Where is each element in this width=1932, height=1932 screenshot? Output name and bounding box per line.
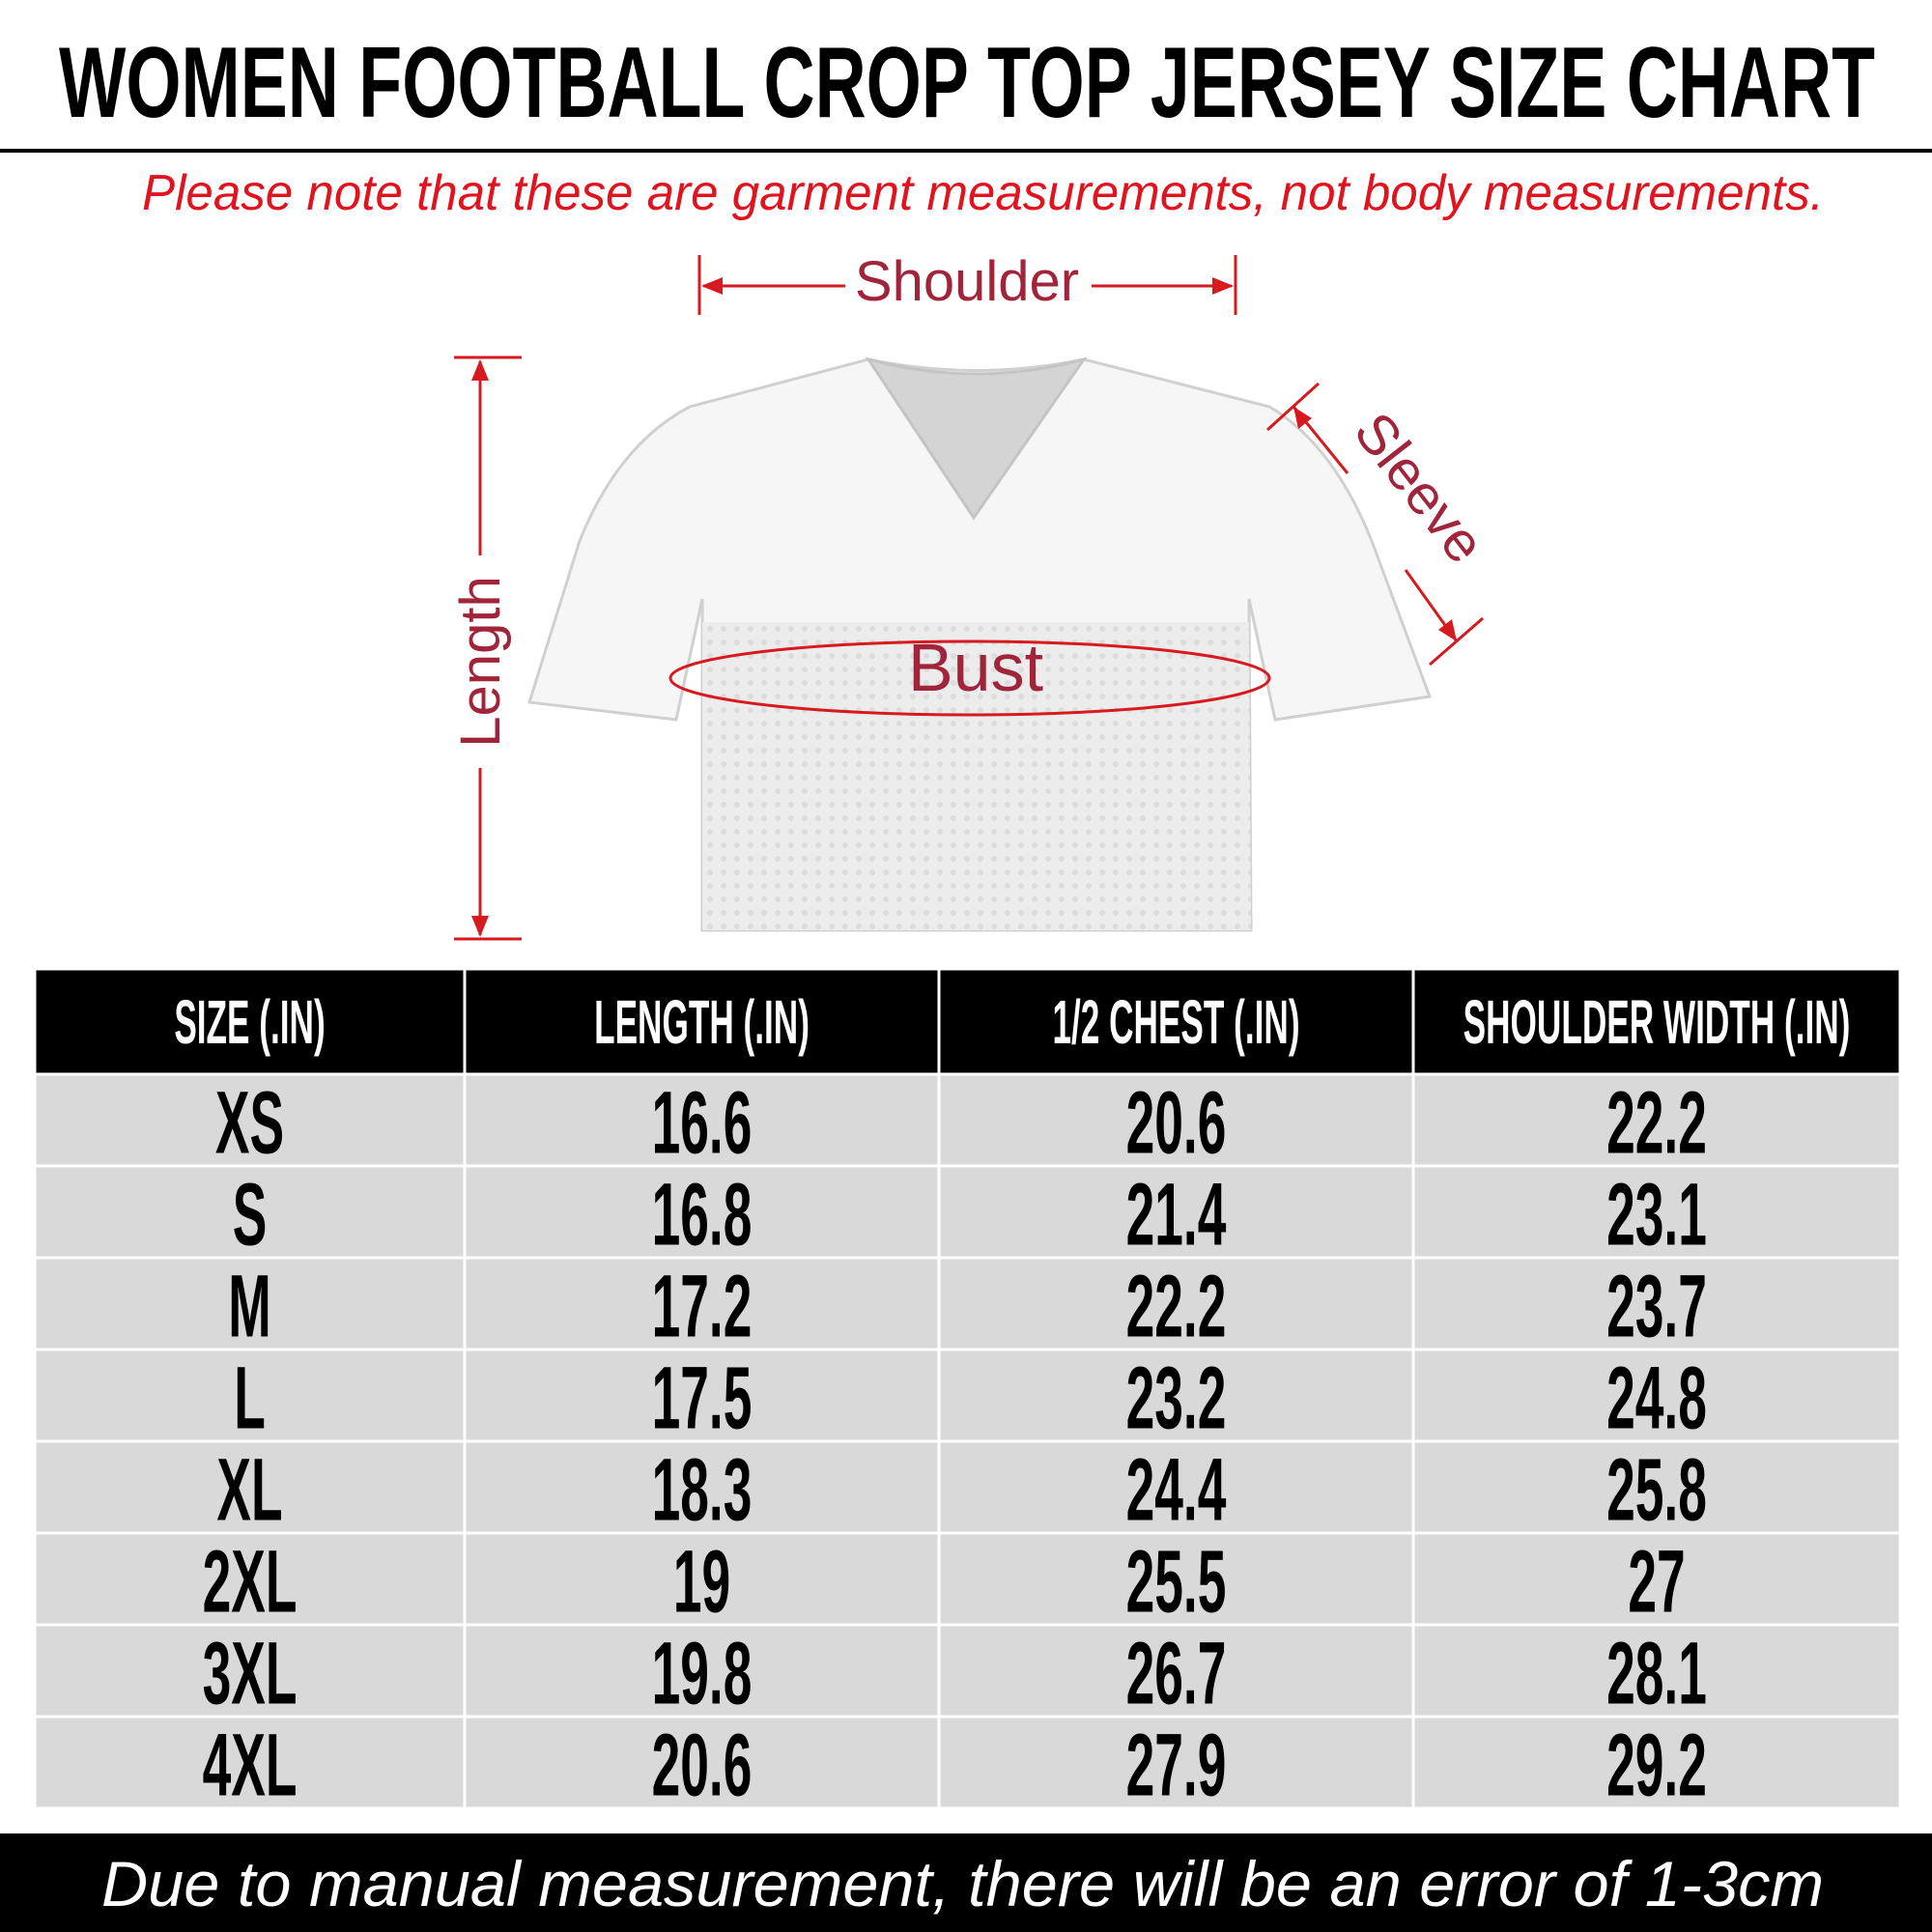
header-cell — [466, 970, 938, 1073]
column-header: SHOULDER WIDTH (.IN) — [1463, 987, 1851, 1057]
size-label: 3XL — [203, 1623, 298, 1722]
measurement: 20.6 — [1126, 1072, 1227, 1172]
table-cell — [36, 1167, 464, 1257]
arrow-heads — [471, 277, 1457, 937]
note: Please note that these are garment measu… — [142, 165, 1824, 221]
table-cell — [940, 1442, 1412, 1532]
length-label: Length — [449, 576, 512, 747]
column-header: 1/2 CHEST (.IN) — [1052, 987, 1299, 1057]
size-label: M — [228, 1256, 270, 1355]
measurement: 25.5 — [1126, 1531, 1227, 1631]
size-label: XL — [216, 1439, 282, 1539]
measurement: 19.8 — [652, 1623, 753, 1722]
sleeve-tick — [1265, 382, 1321, 432]
table-cell — [466, 1350, 938, 1440]
table-cell — [466, 1718, 938, 1807]
table-cell — [466, 1534, 938, 1624]
measurement: 24.8 — [1606, 1348, 1707, 1447]
table-cell — [1414, 1718, 1899, 1807]
table-cell — [940, 1075, 1412, 1165]
measurement: 17.2 — [652, 1256, 753, 1355]
measurement: 18.3 — [652, 1439, 753, 1539]
column-header: LENGTH (.IN) — [594, 987, 810, 1057]
size-label: S — [233, 1164, 268, 1264]
bust-ellipse — [668, 639, 1271, 717]
table-cell — [36, 1718, 464, 1807]
measurement: 23.1 — [1606, 1164, 1707, 1264]
table-cell — [940, 1626, 1412, 1716]
header-cell — [36, 970, 464, 1073]
measurement: 27.9 — [1126, 1715, 1227, 1814]
table-cell — [466, 1259, 938, 1349]
measurement: 19 — [673, 1531, 730, 1631]
measurement: 20.6 — [652, 1715, 753, 1814]
measurement: 28.1 — [1606, 1623, 1707, 1722]
table-cell — [466, 1626, 938, 1716]
measurement: 27 — [1628, 1531, 1685, 1631]
measurement: 16.8 — [652, 1164, 753, 1264]
table-cell — [940, 1167, 1412, 1257]
size-label: XS — [215, 1072, 284, 1172]
footer-band — [0, 1833, 1932, 1932]
measurement: 17.5 — [652, 1348, 753, 1447]
table-cell — [36, 1442, 464, 1532]
measurement: 16.6 — [652, 1072, 753, 1172]
header-cell — [940, 970, 1412, 1073]
size-label: 4XL — [203, 1715, 298, 1814]
measurement: 23.7 — [1606, 1256, 1707, 1355]
measurement: 22.2 — [1126, 1256, 1227, 1355]
table-cell — [466, 1075, 938, 1165]
size-label: L — [234, 1348, 266, 1447]
table-cell — [36, 1534, 464, 1624]
footer: Due to manual measurement, there will be… — [101, 1848, 1824, 1919]
table-cell — [1414, 1167, 1899, 1257]
measurement: 24.4 — [1126, 1439, 1227, 1539]
table-cell — [36, 1075, 464, 1165]
size-label: 2XL — [203, 1531, 298, 1631]
measurement: 21.4 — [1126, 1164, 1227, 1264]
jersey-mesh — [702, 622, 1251, 930]
jersey-collar — [865, 356, 1088, 521]
table-cell — [1414, 1075, 1899, 1165]
table-cell — [466, 1442, 938, 1532]
title: WOMEN FOOTBALL CROP TOP JERSEY SIZE CHAR… — [59, 27, 1875, 139]
jersey-illustration — [527, 356, 1433, 932]
table-cell — [940, 1534, 1412, 1624]
column-header: SIZE (.IN) — [174, 987, 325, 1057]
table-cell — [1414, 1350, 1899, 1440]
table-cell — [1414, 1259, 1899, 1349]
table-cell — [36, 1259, 464, 1349]
table-cell — [466, 1167, 938, 1257]
measurement: 25.8 — [1606, 1439, 1707, 1539]
measurement: 23.2 — [1126, 1348, 1227, 1447]
measurement: 22.2 — [1606, 1072, 1707, 1172]
table-cell — [1414, 1534, 1899, 1624]
table-cell — [940, 1259, 1412, 1349]
header-cell — [1414, 970, 1899, 1073]
table-cell — [940, 1350, 1412, 1440]
shoulder-label: Shoulder — [855, 250, 1079, 313]
table-cell — [1414, 1626, 1899, 1716]
table-cell — [36, 1350, 464, 1440]
measurement: 29.2 — [1606, 1715, 1707, 1814]
table-cell — [940, 1718, 1412, 1807]
title-rule — [0, 149, 1932, 153]
table-cell — [36, 1626, 464, 1716]
table-cell — [1414, 1442, 1899, 1532]
bust-label: Bust — [908, 630, 1043, 705]
measurement: 26.7 — [1126, 1623, 1227, 1722]
size-table: SIZE (.IN) LENGTH (.IN) 1/2 CHEST (.IN) SHO… — [35, 969, 1900, 1814]
